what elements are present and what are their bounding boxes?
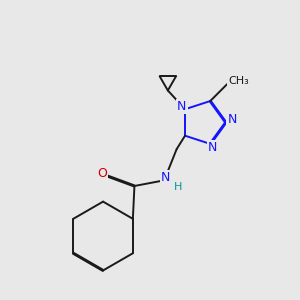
- Text: CH₃: CH₃: [228, 76, 249, 86]
- Text: N: N: [208, 141, 218, 154]
- Text: N: N: [227, 113, 237, 127]
- Text: N: N: [177, 100, 187, 113]
- Text: H: H: [174, 182, 182, 192]
- Text: O: O: [97, 167, 107, 180]
- Text: N: N: [161, 171, 170, 184]
